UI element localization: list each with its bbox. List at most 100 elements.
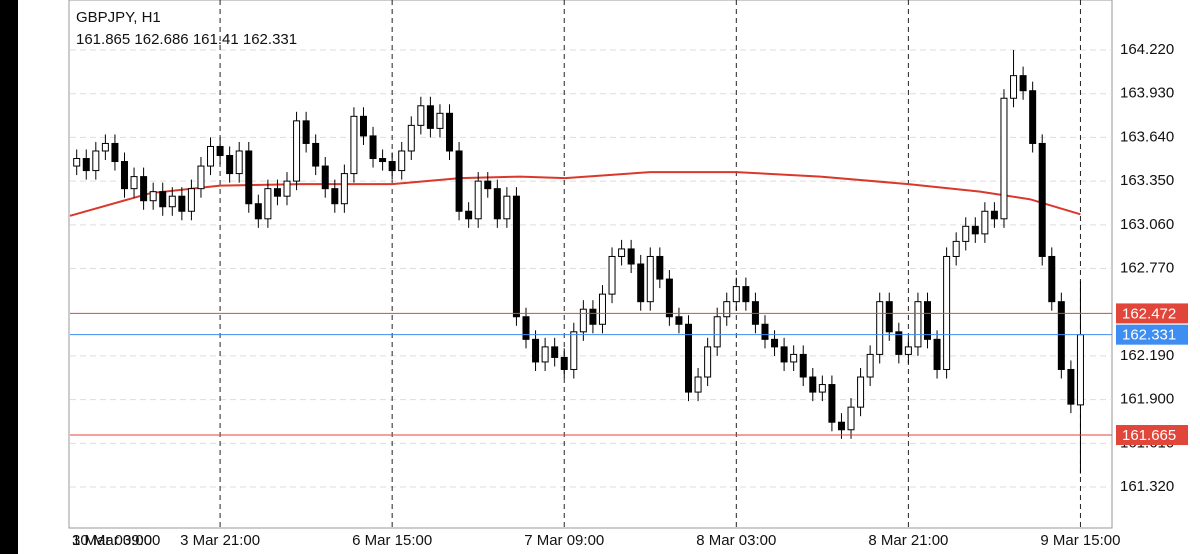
candle-body [474, 180, 482, 220]
candle-body [149, 191, 157, 202]
candle-body [962, 225, 970, 242]
candle-body [579, 308, 587, 333]
candle-body [140, 176, 148, 202]
candle-body [216, 145, 224, 157]
candle-body [82, 158, 90, 172]
candle-body [541, 346, 549, 363]
candle-body [560, 356, 568, 370]
candle-body [904, 346, 912, 355]
candle-body [426, 105, 434, 129]
candle-body [312, 142, 320, 167]
candle-body [493, 188, 501, 220]
candle-body [809, 376, 817, 393]
candle-body [675, 316, 683, 325]
candle-body [187, 188, 195, 212]
candle-body [866, 353, 874, 378]
price-level-tag [1116, 303, 1188, 324]
y-tick-label: 164.220 [1120, 41, 1174, 58]
candle-body [1029, 90, 1037, 144]
price-level-label: 162.472 [1122, 305, 1176, 322]
x-tick-label: 8 Mar 03:00 [696, 532, 776, 549]
candle-body [952, 240, 960, 257]
candle-body [522, 316, 530, 340]
candle-body [627, 248, 635, 265]
candle-body [637, 263, 645, 303]
candle-body [92, 150, 100, 172]
ohlc-close: 162.331 [243, 31, 297, 48]
candle-body [245, 150, 253, 205]
candle-body [608, 255, 616, 295]
y-tick-label: 163.640 [1120, 128, 1174, 145]
candle-body [1000, 97, 1008, 220]
candle-body [398, 150, 406, 172]
candle-body [828, 384, 836, 423]
candle-body [264, 188, 272, 220]
candle-body [111, 142, 119, 163]
x-tick-label: 10 Mar 09:00 [72, 532, 160, 549]
candle-body [971, 225, 979, 235]
candle-body [207, 145, 215, 167]
price-level-label: 161.665 [1122, 427, 1176, 444]
candle-body [704, 346, 712, 378]
candle-body [302, 120, 310, 144]
candle-body [885, 301, 893, 333]
candle-body [618, 248, 626, 257]
x-tick-label: 6 Mar 15:00 [352, 532, 432, 549]
candle-body [589, 308, 597, 325]
candle-body [837, 421, 845, 431]
candle-body [895, 331, 903, 355]
candle-body [120, 161, 128, 190]
x-tick-label: 9 Mar 15:00 [1040, 532, 1120, 549]
candle-body [484, 180, 492, 190]
candle-body [455, 150, 463, 212]
y-tick-label: 161.900 [1120, 391, 1174, 408]
candle-body [1010, 75, 1018, 99]
candle-body [532, 338, 540, 363]
candle-body [799, 353, 807, 378]
candle-body [694, 376, 702, 393]
candle-body [369, 135, 377, 160]
ohlc-high: 162.686 [134, 31, 188, 48]
candle-body [197, 165, 205, 190]
candle-body [723, 301, 731, 318]
chart-title: GBPJPY, H1 [76, 9, 161, 26]
x-tick-label: 8 Mar 21:00 [868, 532, 948, 549]
candle-body [780, 346, 788, 363]
candle-body [761, 323, 769, 340]
candle-body [254, 203, 262, 220]
candle-body [273, 188, 281, 197]
candle-body [857, 376, 865, 408]
y-tick-label: 161.320 [1120, 478, 1174, 495]
y-tick-label: 163.060 [1120, 216, 1174, 233]
x-tick-label: 3 Mar 21:00 [180, 532, 260, 549]
candle-body [293, 120, 301, 182]
y-tick-label: 163.930 [1120, 85, 1174, 102]
ohlc-low: 161.41 [193, 31, 239, 48]
candle-body [512, 195, 520, 318]
ohlc-open: 161.865 [76, 31, 130, 48]
candle-body [570, 331, 578, 370]
candle-body [283, 180, 291, 197]
candle-body [713, 316, 721, 348]
candle-body [1067, 368, 1075, 405]
candle-body [990, 210, 998, 220]
x-tick-label: 7 Mar 09:00 [524, 532, 604, 549]
candle-body [685, 323, 693, 393]
candle-body [503, 195, 511, 220]
candle-body [1019, 75, 1027, 92]
candle-body [359, 115, 367, 137]
candle-body [914, 301, 922, 348]
plot-area [68, 0, 1113, 529]
candle-body [551, 346, 559, 358]
candle-body [1048, 255, 1056, 303]
candle-body [818, 384, 826, 393]
candle-body [981, 210, 989, 235]
candle-body [417, 105, 425, 126]
price-level-tag [1116, 425, 1188, 446]
candle-body [446, 112, 454, 152]
candle-body [1076, 334, 1084, 406]
price-level-label: 162.331 [1122, 327, 1176, 344]
candle-body [923, 301, 931, 340]
y-tick-label: 162.770 [1120, 259, 1174, 276]
